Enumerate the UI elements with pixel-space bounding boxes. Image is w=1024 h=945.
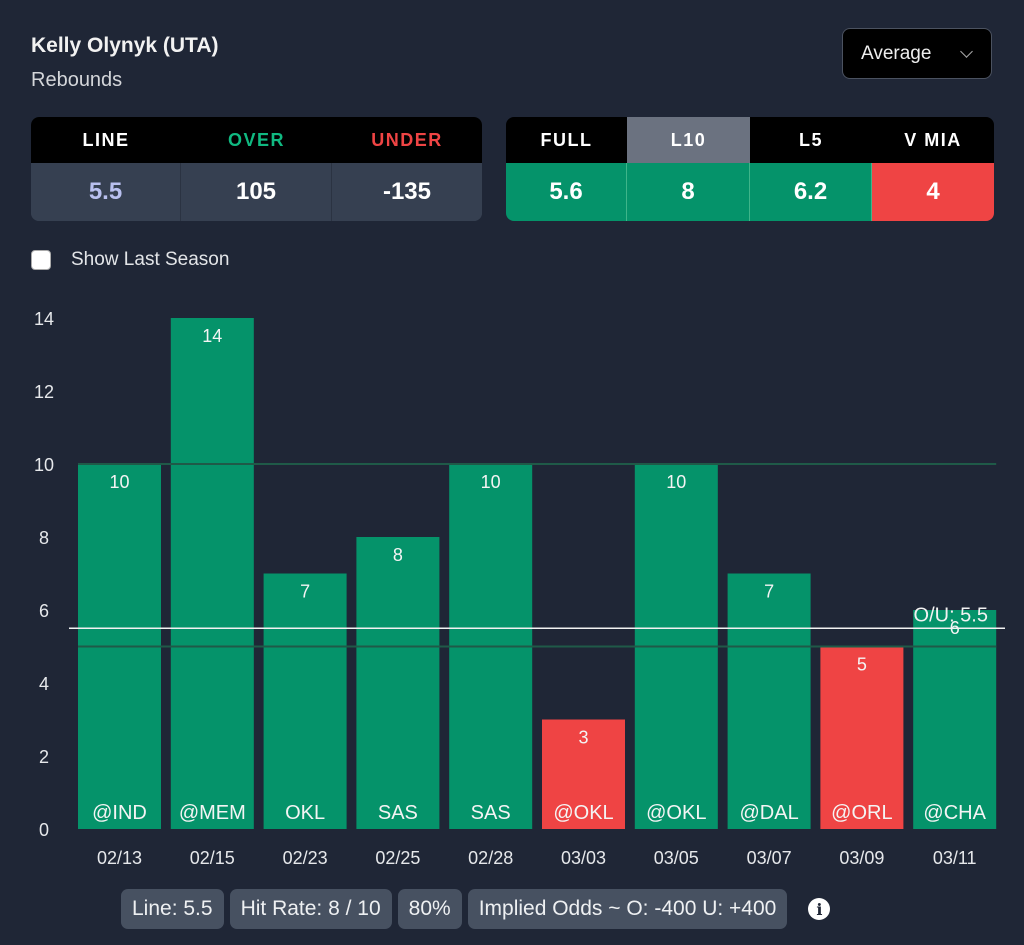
stat-subtitle: Rebounds: [31, 69, 123, 91]
tab-l10[interactable]: L10: [627, 117, 750, 163]
odds-value-over: 105: [181, 163, 332, 221]
bar-value-label: 10: [666, 472, 686, 492]
line-pill: Line: 5.5: [121, 889, 224, 929]
bar: [356, 537, 440, 829]
hit-rate-pill: Hit Rate: 8 / 10: [229, 889, 392, 929]
y-tick-label: 14: [34, 309, 54, 329]
tab-full[interactable]: FULL: [506, 117, 627, 163]
hit-percent-pill: 80%: [397, 889, 462, 929]
bar-value-label: 7: [764, 582, 774, 602]
odds-header-line: LINE: [31, 117, 181, 163]
avg-value-l5: 6.2: [750, 163, 872, 221]
y-tick-label: 6: [39, 601, 49, 621]
y-tick-label: 10: [34, 455, 54, 475]
x-tick-label: 03/03: [561, 848, 606, 868]
player-title: Kelly Olynyk (UTA): [31, 34, 219, 57]
y-tick-label: 2: [39, 747, 49, 767]
summary-pills: Line: 5.5 Hit Rate: 8 / 10 80% Implied O…: [121, 889, 831, 929]
implied-odds-pill: Implied Odds ~ O: -400 U: +400: [467, 889, 788, 929]
y-tick-label: 12: [34, 382, 54, 402]
avg-value-l10: 8: [627, 163, 750, 221]
bar-opponent-label: @IND: [92, 802, 147, 824]
averages-table: FULL L10 L5 V MIA 5.6 8 6.2 4: [506, 117, 994, 221]
x-tick-label: 02/15: [190, 848, 235, 868]
odds-header-over: OVER: [181, 117, 332, 163]
bar-value-label: 10: [109, 472, 129, 492]
chevron-down-icon: [960, 45, 973, 58]
x-tick-label: 02/28: [468, 848, 513, 868]
tab-v-mia[interactable]: V MIA: [872, 117, 994, 163]
bar-opponent-label: SAS: [378, 802, 418, 824]
x-tick-label: 03/05: [654, 848, 699, 868]
dropdown-value: Average: [861, 42, 932, 64]
x-tick-label: 02/23: [283, 848, 328, 868]
avg-value-full: 5.6: [506, 163, 627, 221]
tab-l5[interactable]: L5: [750, 117, 872, 163]
bar: [263, 573, 347, 829]
x-tick-label: 03/09: [839, 848, 884, 868]
bar-opponent-label: SAS: [471, 802, 511, 824]
bar: [820, 646, 904, 829]
odds-header-under: UNDER: [332, 117, 482, 163]
rebounds-bar-chart: 0 2 4 6 8 10 12 14 10 @IND 02/13 14 @MEM 02/15 7 OKL 02/…: [34, 309, 1005, 868]
odds-value-under: -135: [332, 163, 482, 221]
bar-opponent-label: OKL: [285, 802, 325, 824]
avg-value-v-mia: 4: [872, 163, 994, 221]
x-tick-label: 03/07: [747, 848, 792, 868]
bar: [913, 610, 997, 829]
bar: [542, 719, 625, 829]
odds-value-line: 5.5: [31, 163, 181, 221]
bar: [727, 573, 811, 829]
show-last-season-label: Show Last Season: [71, 249, 230, 270]
x-tick-label: 03/11: [933, 848, 977, 868]
bar-opponent-label: @MEM: [179, 802, 246, 824]
info-icon[interactable]: i: [808, 898, 831, 920]
bar-value-label: 10: [481, 472, 501, 492]
y-tick-label: 4: [39, 674, 49, 694]
bar: [170, 318, 254, 829]
bar-opponent-label: @OKL: [646, 802, 706, 824]
odds-table: LINE OVER UNDER 5.5 105 -135: [31, 117, 482, 221]
x-tick-label: 02/25: [375, 848, 420, 868]
bar-value-label: 7: [300, 582, 310, 602]
bar-value-label: 5: [857, 655, 867, 675]
x-tick-label: 02/13: [97, 848, 142, 868]
show-last-season-checkbox[interactable]: [31, 250, 51, 270]
bar-value-label: 3: [578, 728, 588, 748]
show-last-season-toggle[interactable]: Show Last Season: [31, 249, 229, 271]
bar-opponent-label: @CHA: [923, 802, 986, 824]
bar-value-label: 14: [202, 326, 222, 346]
bar-value-label: 8: [393, 545, 403, 565]
average-dropdown[interactable]: Average: [842, 28, 992, 79]
y-tick-label: 8: [39, 528, 49, 548]
y-tick-label: 0: [39, 820, 49, 840]
bar-opponent-label: @DAL: [739, 802, 798, 824]
bar-opponent-label: @ORL: [831, 802, 892, 824]
bar-opponent-label: @OKL: [553, 802, 613, 824]
ou-line-label: O/U: 5.5: [914, 604, 988, 626]
